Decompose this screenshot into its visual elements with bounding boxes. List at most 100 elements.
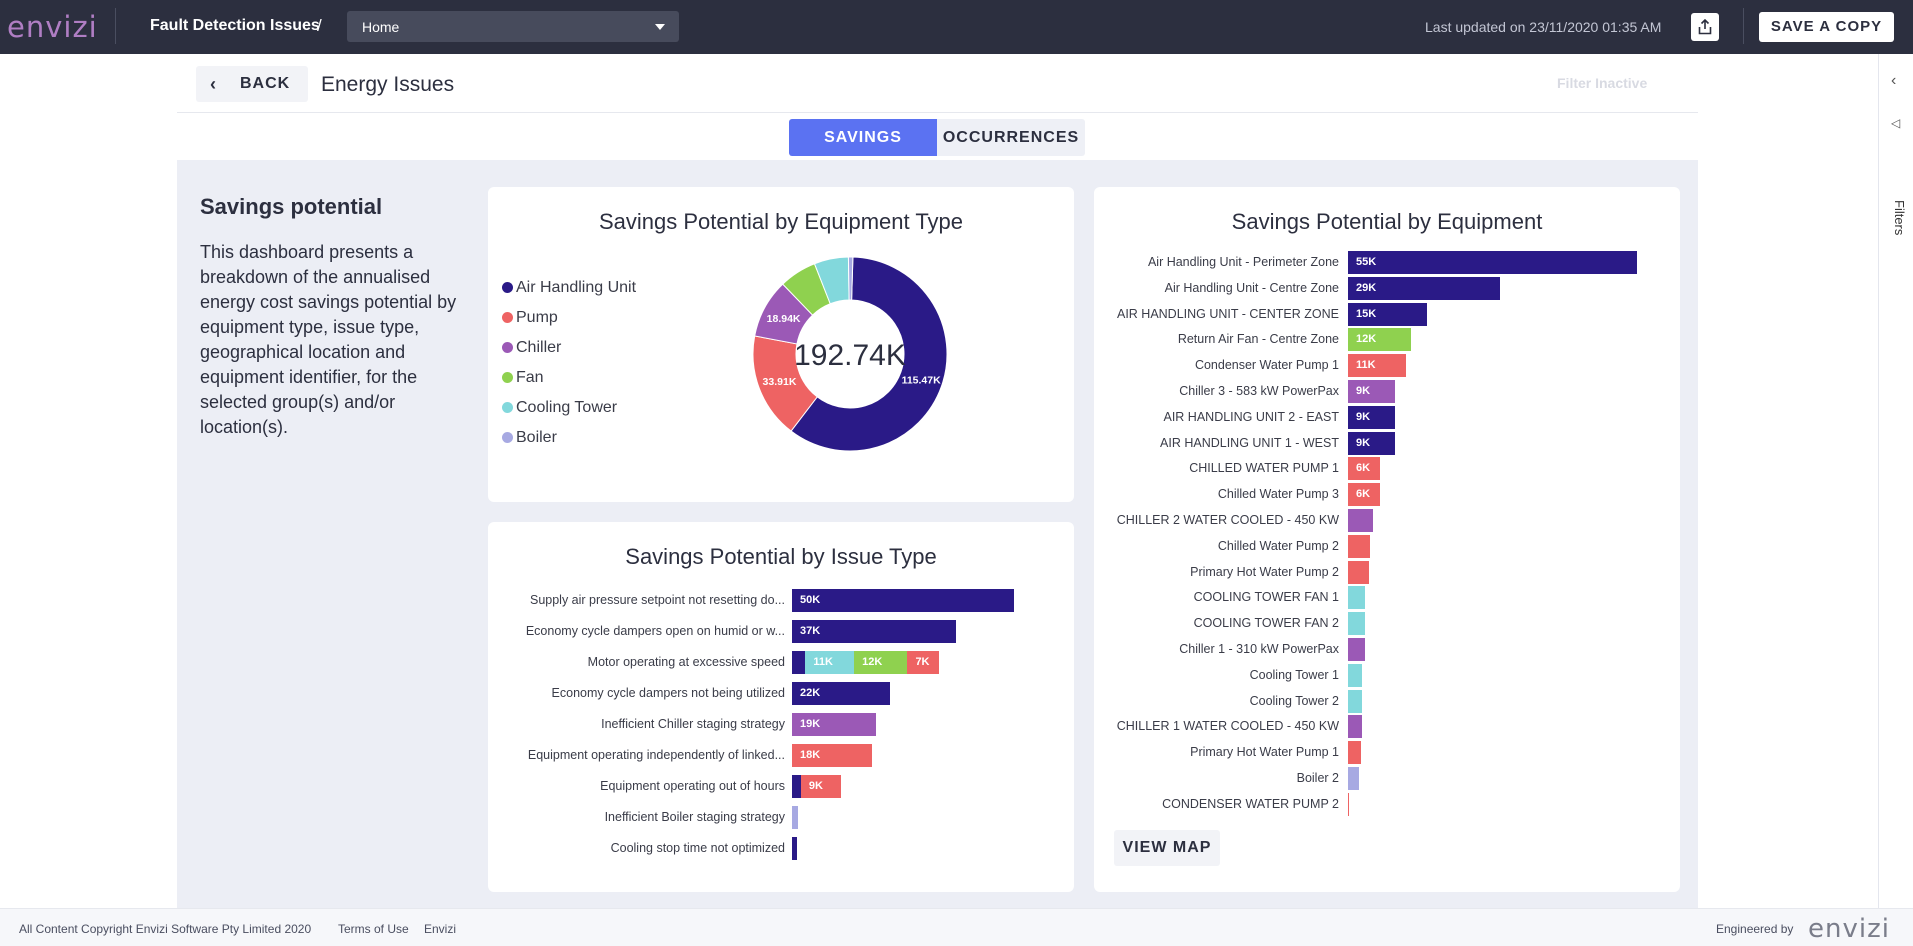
equipment-card: Savings Potential by Equipment Air Handl… [1094, 187, 1680, 892]
category-label: AIR HANDLING UNIT 1 - WEST [1160, 435, 1339, 450]
bar-fan[interactable] [854, 651, 908, 674]
chevron-left-icon: ‹ [210, 74, 217, 94]
bar-air-handling-unit[interactable] [792, 651, 806, 674]
bar-data-label: 18K [800, 749, 821, 761]
bar-chilled-water-pump-1[interactable] [1348, 457, 1380, 481]
donut-data-label: 115.47K [902, 374, 942, 386]
chevron-left-icon[interactable]: ‹ [1891, 72, 1897, 89]
category-label: Chiller 1 - 310 kW PowerPax [1179, 642, 1339, 656]
page-header: ‹ BACK Energy Issues Filter Inactive [177, 54, 1698, 113]
bar-data-label: 37K [800, 625, 821, 637]
view-map-button[interactable]: VIEW MAP [1114, 830, 1220, 866]
bar-data-label: 22K [800, 687, 821, 699]
bar-data-label: 6K [1356, 462, 1371, 475]
bar-chiller-2-water-cooled-450-kw[interactable] [1348, 509, 1374, 532]
back-button-label: BACK [240, 75, 291, 92]
bar-data-label: 6K [1356, 488, 1371, 501]
share-button[interactable] [1691, 13, 1719, 41]
category-label: CONDENSER WATER PUMP 2 [1162, 796, 1339, 811]
legend-item-chiller[interactable]: Chiller [502, 339, 561, 357]
bar-chilled-water-pump-3[interactable] [1348, 483, 1380, 507]
bar-data-label: 11K [1356, 359, 1376, 372]
legend-label: Cooling Tower [516, 399, 618, 416]
back-button[interactable]: ‹ BACK [196, 66, 308, 102]
category-label: Primary Hot Water Pump 1 [1190, 745, 1339, 760]
category-label: Cooling stop time not optimized [610, 841, 785, 855]
bar-pump[interactable] [907, 651, 939, 674]
filters-toggle[interactable]: Filters [1892, 200, 1907, 236]
terms-link[interactable]: Terms of Use [338, 922, 409, 936]
legend-label: Air Handling Unit [516, 279, 637, 296]
category-label: Equipment operating independently of lin… [527, 748, 785, 762]
bar-condenser-water-pump-2[interactable] [1348, 792, 1350, 816]
dashboard-select-value: Home [362, 19, 400, 35]
issue-type-card: Savings Potential by Issue Type Supply a… [488, 522, 1074, 892]
bar-boiler[interactable] [792, 806, 799, 829]
legend-item-boiler[interactable]: Boiler [502, 429, 557, 447]
bar-air-handling-unit-2-east[interactable] [1348, 405, 1396, 429]
bar-data-label: 12K [862, 656, 883, 668]
bar-air-handling-unit-center-zone[interactable] [1348, 302, 1427, 326]
category-label: Chilled Water Pump 3 [1217, 487, 1339, 502]
category-label: Economy cycle dampers not being utilized [551, 686, 785, 700]
envizi-logo[interactable]: envizi [7, 10, 98, 44]
category-label: Boiler 2 [1296, 771, 1339, 785]
legend-item-fan[interactable]: Fan [502, 369, 544, 387]
dashboard-select[interactable]: Home [347, 11, 679, 42]
tab-savings[interactable]: SAVINGS [789, 119, 937, 156]
bar-chiller[interactable] [792, 713, 877, 736]
app-title[interactable]: Fault Detection Issues [150, 17, 320, 34]
bar-primary-hot-water-pump-2[interactable] [1348, 560, 1370, 584]
bar-data-label: 11K [813, 656, 833, 668]
filter-icon[interactable]: ◁ [1891, 116, 1901, 130]
envizi-link[interactable]: Envizi [424, 922, 457, 936]
legend-item-air-handling-unit[interactable]: Air Handling Unit [502, 279, 636, 297]
donut-data-label: 33.91K [763, 376, 797, 388]
category-label: Motor operating at excessive speed [587, 655, 785, 669]
bar-chiller-3-583-kw-powerpax[interactable] [1348, 380, 1396, 403]
bar-condenser-water-pump-1[interactable] [1348, 354, 1406, 378]
envizi-footer-logo: envizi [1808, 914, 1890, 944]
bar-data-label: 19K [800, 718, 821, 730]
tab-occurrences[interactable]: OCCURRENCES [937, 119, 1085, 156]
bar-pump[interactable] [800, 775, 841, 798]
donut-slice-air-handling-unit[interactable] [790, 256, 948, 452]
share-icon [1698, 19, 1712, 35]
bar-air-handling-unit-perimeter-zone[interactable] [1348, 251, 1637, 274]
legend-item-cooling-tower[interactable]: Cooling Tower [502, 399, 617, 417]
bar-air-handling-unit-centre-zone[interactable] [1348, 276, 1501, 300]
bar-air-handling-unit[interactable] [792, 837, 798, 860]
bar-data-label: 7K [915, 656, 930, 668]
category-label: CHILLER 1 WATER COOLED - 450 KW [1116, 719, 1339, 734]
donut-chart: 115.47K 33.91K 18.94K 192.74K [752, 256, 948, 452]
bar-cooling-tower[interactable] [805, 651, 855, 674]
bar-chiller-1-water-cooled-450-kw[interactable] [1348, 715, 1362, 739]
bar-pump[interactable] [792, 744, 872, 767]
category-label: AIR HANDLING UNIT 2 - EAST [1163, 409, 1340, 424]
bar-cooling-tower-fan-2[interactable] [1348, 612, 1365, 636]
bar-air-handling-unit[interactable] [792, 682, 890, 705]
bar-return-air-fan-centre-zone[interactable] [1348, 328, 1412, 352]
description-title: Savings potential [200, 194, 383, 219]
bar-primary-hot-water-pump-1[interactable] [1348, 741, 1361, 765]
bar-cooling-tower-1[interactable] [1348, 663, 1362, 687]
donut-slice-boiler[interactable] [847, 256, 854, 301]
bar-air-handling-unit[interactable] [792, 620, 957, 643]
bar-cooling-tower-2[interactable] [1348, 689, 1362, 713]
save-copy-button[interactable]: SAVE A COPY [1759, 12, 1894, 42]
bar-air-handling-unit[interactable] [792, 589, 1014, 612]
bar-boiler-2[interactable] [1348, 767, 1359, 790]
bar-chilled-water-pump-2[interactable] [1348, 534, 1371, 558]
page-title: Energy Issues [321, 73, 455, 96]
bar-chiller-1-310-kw-powerpax[interactable] [1348, 638, 1365, 661]
bar-air-handling-unit[interactable] [792, 775, 801, 798]
bar-data-label: 9K [808, 780, 823, 792]
category-label: Return Air Fan - Centre Zone [1177, 332, 1339, 347]
category-label: Inefficient Chiller staging strategy [601, 717, 785, 731]
bar-cooling-tower-fan-1[interactable] [1348, 586, 1365, 610]
legend-item-pump[interactable]: Pump [502, 309, 558, 327]
divider [115, 8, 116, 44]
copyright-text: All Content Copyright Envizi Software Pt… [19, 922, 312, 936]
legend-swatch [502, 432, 513, 443]
bar-air-handling-unit-1-west[interactable] [1348, 431, 1396, 455]
